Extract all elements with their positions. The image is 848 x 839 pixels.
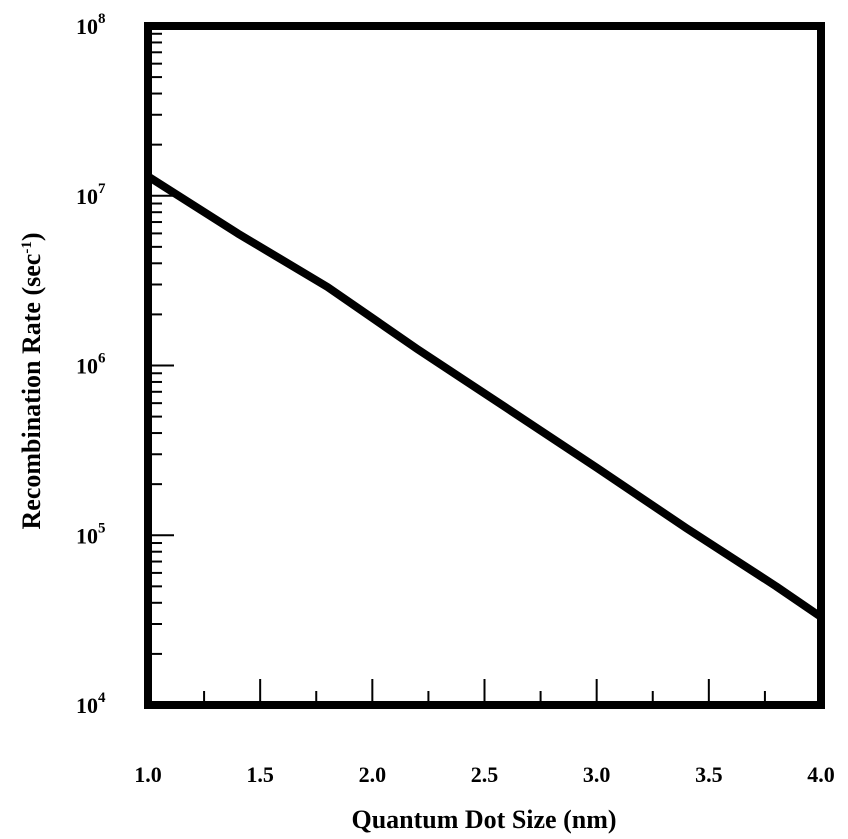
x-tick-label: 3.5: [695, 762, 723, 787]
y-axis-title-exponent: -1: [19, 241, 35, 254]
y-tick-label: 108: [76, 11, 106, 39]
y-tick-label: 106: [76, 351, 106, 379]
y-axis-title-main: Recombination Rate (sec: [17, 254, 46, 530]
x-tick-label: 1.0: [134, 762, 162, 787]
y-tick-label: 104: [76, 690, 106, 718]
y-tick-label: 107: [76, 181, 106, 209]
x-tick-label: 1.5: [246, 762, 274, 787]
x-tick-label: 3.0: [583, 762, 611, 787]
series-line: [145, 173, 824, 621]
x-tick-label: 4.0: [807, 762, 835, 787]
x-tick-labels: 1.0 1.5 2.0 2.5 3.0 3.5 4.0: [134, 762, 835, 787]
x-tick-label: 2.0: [359, 762, 387, 787]
plot-frame: [144, 22, 825, 709]
y-axis-title: Recombination Rate (sec-1): [17, 232, 46, 529]
x-axis-title: Quantum Dot Size (nm): [351, 805, 616, 834]
y-axis-title-close: ): [17, 232, 46, 241]
y-tick-labels: 104 105 106 107 108: [76, 11, 106, 718]
axis-ticks: [147, 25, 822, 706]
y-tick-label: 105: [76, 520, 106, 548]
x-tick-label: 2.5: [471, 762, 499, 787]
